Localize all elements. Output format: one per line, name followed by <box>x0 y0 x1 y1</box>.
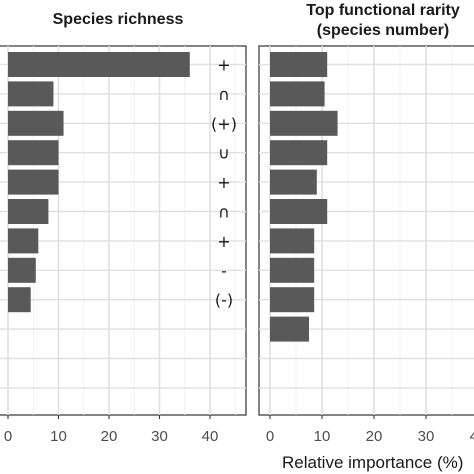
gridlines <box>0 46 246 415</box>
x-axis: 0 10 20 30 40 <box>266 415 474 445</box>
x-tick-label: 0 <box>4 428 12 445</box>
bars <box>8 52 190 313</box>
bar <box>8 199 49 224</box>
effect-sign-label: ∪ <box>218 144 230 163</box>
effect-sign-label: ∩ <box>218 85 230 104</box>
x-tick-label: 40 <box>202 428 219 445</box>
x-tick-label: 10 <box>314 428 331 445</box>
bar <box>270 169 317 195</box>
bar <box>8 228 39 254</box>
bar <box>270 257 315 283</box>
panel-title: Species richness <box>53 11 184 28</box>
bar <box>270 228 315 254</box>
bar <box>270 316 309 342</box>
panel-species-richness: Species richness + ∩ (+) ∪ + ∩ + - (-) 0 10 20 30 40 <box>0 11 247 445</box>
bars <box>270 52 338 342</box>
panel-top-functional-rarity: Top functional rarity (species number) 0… <box>258 2 474 445</box>
bar <box>270 140 328 166</box>
bar <box>8 257 36 283</box>
bar <box>8 169 59 195</box>
bar <box>270 52 328 77</box>
effect-signs: + ∩ (+) ∪ + ∩ + - (-) <box>211 56 237 310</box>
effect-sign-label: (+) <box>211 114 237 133</box>
effect-sign-label: - <box>221 261 227 280</box>
bar <box>270 287 315 313</box>
x-tick-label: 20 <box>366 428 383 445</box>
bar <box>8 287 31 313</box>
bar <box>8 110 64 136</box>
x-tick-label: 30 <box>151 428 168 445</box>
effect-sign-label: ∩ <box>218 203 230 222</box>
bar <box>270 110 338 136</box>
effect-sign-label: + <box>217 173 230 192</box>
panel-frame <box>0 45 247 416</box>
x-tick-label: 40 <box>470 428 474 445</box>
effect-sign-label: + <box>217 56 230 75</box>
bar <box>8 81 54 107</box>
effect-sign-label: + <box>217 232 230 251</box>
bar <box>270 81 325 107</box>
x-tick-label: 30 <box>418 428 435 445</box>
x-tick-label: 0 <box>266 428 274 445</box>
x-axis-title: Relative importance (%) <box>282 453 463 472</box>
bar <box>8 52 190 77</box>
x-tick-label: 10 <box>50 428 67 445</box>
bar <box>270 199 328 224</box>
x-axis: 0 10 20 30 40 <box>4 415 219 445</box>
bar <box>8 140 59 166</box>
panel-title-line-2: (species number) <box>317 22 449 39</box>
panel-title-line-1: Top functional rarity <box>306 2 460 19</box>
x-tick-label: 20 <box>101 428 118 445</box>
effect-sign-label: (-) <box>215 291 233 310</box>
